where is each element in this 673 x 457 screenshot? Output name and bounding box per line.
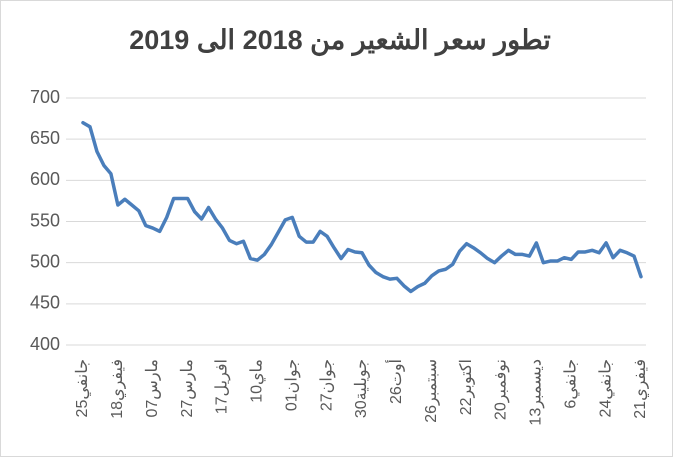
y-tick-label: 450 (30, 293, 60, 313)
x-tick-label: 26سبتمبر (423, 359, 440, 423)
x-tick-label: 10ماي (249, 359, 266, 403)
x-tick-label: 01جوان (283, 359, 300, 411)
y-tick-label: 400 (30, 334, 60, 354)
x-tick-label: 27مارس (179, 359, 196, 418)
x-tick-label: 22اكتوبر (458, 359, 475, 415)
x-tick-label: 27جوان (318, 359, 335, 411)
y-tick-label: 500 (30, 251, 60, 271)
x-tick-label: 24جانفي (597, 359, 614, 417)
x-tick-label: 07مارس (144, 359, 161, 418)
y-tick-label: 650 (30, 128, 60, 148)
chart-title: تطور سعر الشعير من 2018 الى 2019 (129, 25, 551, 57)
x-tick-label: 20نوفمبر (493, 359, 510, 420)
x-tick-label: 21فيفري (632, 359, 649, 419)
x-tick-label: 17افريل (214, 359, 231, 414)
line (81, 120, 643, 294)
x-tick-label: 30جويلية (353, 359, 370, 418)
x-tick-label: 13ديسمبر (528, 359, 545, 426)
x-tick-label: 25جانفي (74, 359, 91, 417)
y-tick-label: 550 (30, 210, 60, 230)
x-tick-label: 18فيفري (109, 359, 126, 419)
y-tick-label: 600 (30, 169, 60, 189)
y-tick-label: 700 (30, 87, 60, 107)
x-tick-label: 26أوت (385, 359, 405, 404)
x-tick-label: 6جانفي (562, 359, 579, 409)
